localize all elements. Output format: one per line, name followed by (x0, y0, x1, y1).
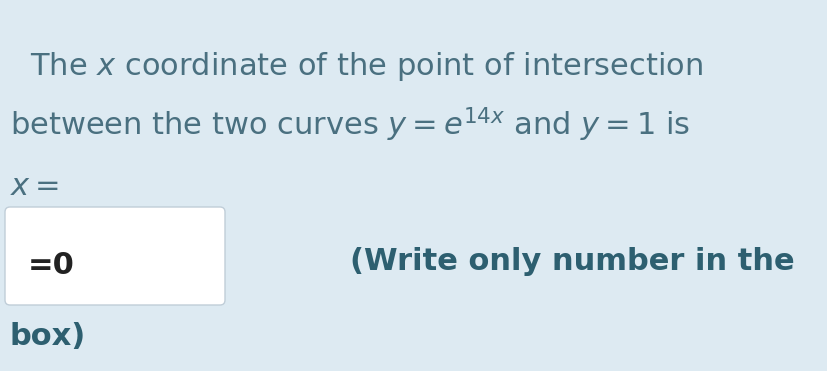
Text: $x =$: $x =$ (10, 172, 59, 201)
Text: box): box) (10, 322, 86, 351)
FancyBboxPatch shape (5, 207, 225, 305)
Text: (Write only number in the: (Write only number in the (350, 247, 794, 276)
Text: =0: =0 (28, 250, 74, 279)
Text: between the two curves $y = e^{14x}$ and $y = 1$ is: between the two curves $y = e^{14x}$ and… (10, 105, 689, 144)
Text: The $x$ coordinate of the point of intersection: The $x$ coordinate of the point of inter… (30, 50, 702, 83)
